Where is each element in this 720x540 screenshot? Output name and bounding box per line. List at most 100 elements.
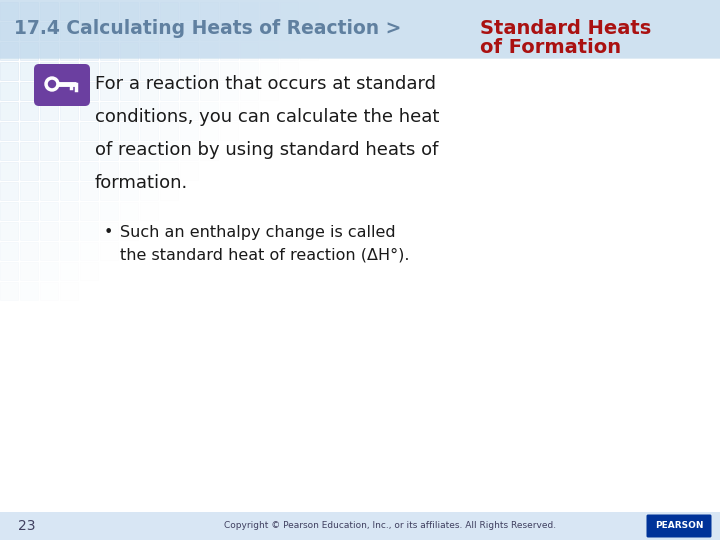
FancyBboxPatch shape xyxy=(0,82,18,100)
FancyBboxPatch shape xyxy=(100,2,118,20)
Text: 17.4 Calculating Heats of Reaction >: 17.4 Calculating Heats of Reaction > xyxy=(14,19,401,38)
FancyBboxPatch shape xyxy=(80,222,98,240)
FancyBboxPatch shape xyxy=(60,182,78,200)
FancyBboxPatch shape xyxy=(100,202,118,220)
FancyBboxPatch shape xyxy=(80,102,98,120)
FancyBboxPatch shape xyxy=(34,64,90,106)
FancyBboxPatch shape xyxy=(0,62,18,80)
FancyBboxPatch shape xyxy=(20,182,38,200)
FancyBboxPatch shape xyxy=(20,82,38,100)
FancyBboxPatch shape xyxy=(240,62,258,80)
FancyBboxPatch shape xyxy=(20,142,38,160)
FancyBboxPatch shape xyxy=(60,82,78,100)
FancyBboxPatch shape xyxy=(40,102,58,120)
FancyBboxPatch shape xyxy=(60,122,78,140)
FancyBboxPatch shape xyxy=(0,282,18,300)
Text: Copyright © Pearson Education, Inc., or its affiliates. All Rights Reserved.: Copyright © Pearson Education, Inc., or … xyxy=(224,522,556,530)
FancyBboxPatch shape xyxy=(60,22,78,40)
FancyBboxPatch shape xyxy=(260,42,278,60)
FancyBboxPatch shape xyxy=(40,62,58,80)
FancyBboxPatch shape xyxy=(0,2,18,20)
FancyBboxPatch shape xyxy=(160,102,178,120)
FancyBboxPatch shape xyxy=(60,162,78,180)
FancyBboxPatch shape xyxy=(240,42,258,60)
FancyBboxPatch shape xyxy=(160,122,178,140)
FancyBboxPatch shape xyxy=(140,122,158,140)
FancyBboxPatch shape xyxy=(180,22,198,40)
FancyBboxPatch shape xyxy=(180,62,198,80)
FancyBboxPatch shape xyxy=(200,2,218,20)
FancyBboxPatch shape xyxy=(240,22,258,40)
FancyBboxPatch shape xyxy=(60,42,78,60)
FancyBboxPatch shape xyxy=(200,82,218,100)
FancyBboxPatch shape xyxy=(40,2,58,20)
FancyBboxPatch shape xyxy=(80,162,98,180)
FancyBboxPatch shape xyxy=(120,102,138,120)
FancyBboxPatch shape xyxy=(120,142,138,160)
FancyBboxPatch shape xyxy=(140,2,158,20)
FancyBboxPatch shape xyxy=(60,142,78,160)
FancyBboxPatch shape xyxy=(40,182,58,200)
FancyBboxPatch shape xyxy=(40,22,58,40)
Text: of reaction by using standard heats of: of reaction by using standard heats of xyxy=(95,141,438,159)
FancyBboxPatch shape xyxy=(100,82,118,100)
FancyBboxPatch shape xyxy=(40,162,58,180)
FancyBboxPatch shape xyxy=(40,202,58,220)
FancyBboxPatch shape xyxy=(220,62,238,80)
FancyBboxPatch shape xyxy=(60,2,78,20)
FancyBboxPatch shape xyxy=(80,142,98,160)
FancyBboxPatch shape xyxy=(300,2,318,20)
Text: formation.: formation. xyxy=(95,174,188,192)
FancyBboxPatch shape xyxy=(20,122,38,140)
FancyBboxPatch shape xyxy=(200,102,218,120)
FancyBboxPatch shape xyxy=(100,22,118,40)
FancyBboxPatch shape xyxy=(60,102,78,120)
Text: Such an enthalpy change is called: Such an enthalpy change is called xyxy=(120,225,395,240)
FancyBboxPatch shape xyxy=(80,82,98,100)
FancyBboxPatch shape xyxy=(0,162,18,180)
FancyBboxPatch shape xyxy=(180,102,198,120)
FancyBboxPatch shape xyxy=(220,82,238,100)
FancyBboxPatch shape xyxy=(60,202,78,220)
FancyBboxPatch shape xyxy=(140,22,158,40)
FancyBboxPatch shape xyxy=(647,515,711,537)
FancyBboxPatch shape xyxy=(80,62,98,80)
FancyBboxPatch shape xyxy=(60,242,78,260)
FancyBboxPatch shape xyxy=(180,42,198,60)
FancyBboxPatch shape xyxy=(0,222,18,240)
FancyBboxPatch shape xyxy=(0,42,18,60)
FancyBboxPatch shape xyxy=(0,0,720,58)
FancyBboxPatch shape xyxy=(280,22,298,40)
FancyBboxPatch shape xyxy=(60,222,78,240)
Text: Standard Heats: Standard Heats xyxy=(480,19,652,38)
FancyBboxPatch shape xyxy=(160,142,178,160)
FancyBboxPatch shape xyxy=(100,162,118,180)
FancyBboxPatch shape xyxy=(160,2,178,20)
Text: conditions, you can calculate the heat: conditions, you can calculate the heat xyxy=(95,108,439,126)
FancyBboxPatch shape xyxy=(80,42,98,60)
FancyBboxPatch shape xyxy=(120,182,138,200)
FancyBboxPatch shape xyxy=(160,62,178,80)
FancyBboxPatch shape xyxy=(180,2,198,20)
FancyBboxPatch shape xyxy=(220,42,238,60)
FancyBboxPatch shape xyxy=(120,122,138,140)
FancyBboxPatch shape xyxy=(20,62,38,80)
FancyBboxPatch shape xyxy=(20,162,38,180)
FancyBboxPatch shape xyxy=(120,162,138,180)
FancyBboxPatch shape xyxy=(0,22,18,40)
FancyBboxPatch shape xyxy=(180,122,198,140)
FancyBboxPatch shape xyxy=(160,82,178,100)
FancyBboxPatch shape xyxy=(260,2,278,20)
FancyBboxPatch shape xyxy=(120,42,138,60)
FancyBboxPatch shape xyxy=(100,42,118,60)
FancyBboxPatch shape xyxy=(20,262,38,280)
FancyBboxPatch shape xyxy=(120,82,138,100)
FancyBboxPatch shape xyxy=(20,242,38,260)
Text: For a reaction that occurs at standard: For a reaction that occurs at standard xyxy=(95,75,436,93)
FancyBboxPatch shape xyxy=(200,22,218,40)
FancyBboxPatch shape xyxy=(0,202,18,220)
FancyBboxPatch shape xyxy=(0,142,18,160)
FancyBboxPatch shape xyxy=(20,2,38,20)
FancyBboxPatch shape xyxy=(20,22,38,40)
FancyBboxPatch shape xyxy=(260,22,278,40)
